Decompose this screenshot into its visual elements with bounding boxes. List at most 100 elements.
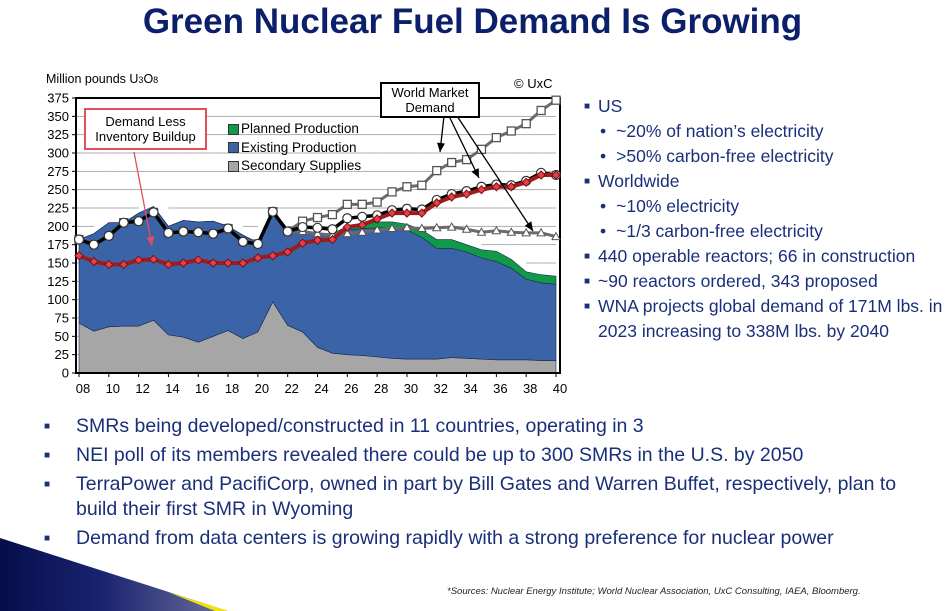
marker-diamond: [89, 256, 99, 267]
marker-circle: [297, 221, 308, 233]
marker-triangle: [431, 222, 442, 232]
marker-triangle: [342, 228, 353, 238]
marker-diamond: [342, 222, 353, 232]
bullet-icon: ■: [584, 276, 591, 287]
x-tick-label: 18: [225, 381, 239, 396]
bullet-text: ~1/3 carbon-free electricity: [616, 221, 823, 241]
marker-circle: [252, 238, 263, 250]
area-planned-production: [78, 206, 557, 285]
bullet-icon: •: [600, 221, 607, 241]
bullet-item: • ~20% of nation’s electricity: [584, 119, 944, 144]
marker-diamond: [536, 170, 546, 180]
bullet-icon: ■: [44, 479, 51, 490]
x-tick-label: 40: [553, 381, 567, 396]
marker-diamond: [208, 258, 218, 268]
marker-diamond: [119, 259, 129, 270]
marker-diamond: [357, 220, 367, 230]
bullet-item: ■ ~90 reactors ordered, 343 proposed: [584, 269, 944, 294]
y-tick-label: 125: [47, 274, 69, 289]
y-tick-label: 275: [47, 164, 69, 179]
x-tick-label: 32: [434, 381, 448, 396]
marker-square: [357, 199, 367, 209]
bullet-text: ~10% electricity: [616, 196, 740, 216]
marker-square: [521, 119, 531, 129]
annotation-text: Demand Less: [105, 114, 186, 129]
slide-title: Green Nuclear Fuel Demand Is Growing: [142, 2, 803, 41]
marker-triangle: [521, 227, 532, 237]
legend-item-existing: Existing Production: [228, 139, 361, 158]
marker-diamond: [387, 208, 397, 218]
x-tick-label: 34: [463, 381, 477, 396]
marker-triangle: [551, 231, 561, 241]
marker-circle: [163, 227, 174, 239]
y-axis-label: Million pounds U3O8: [46, 72, 159, 86]
bullet-text: ~20% of nation’s electricity: [616, 121, 824, 141]
marker-circle: [357, 211, 368, 222]
marker-circle: [193, 227, 204, 238]
bullet-icon: •: [600, 146, 607, 166]
marker-diamond: [223, 258, 233, 268]
legend-item-planned: Planned Production: [228, 120, 361, 139]
marker-circle: [282, 226, 293, 237]
bullet-item: • ~1/3 carbon-free electricity: [584, 219, 944, 244]
bullet-text: TerraPower and PacifiCorp, owned in part…: [76, 473, 897, 520]
y-tick-label: 250: [47, 182, 69, 197]
y-tick-label: 200: [47, 219, 69, 234]
marker-square: [312, 212, 323, 223]
marker-diamond: [74, 250, 84, 261]
arrow-demand-low: [456, 115, 534, 232]
bullet-text: Demand from data centers is growing rapi…: [76, 527, 834, 549]
marker-square: [387, 187, 397, 197]
annotation-inventory-buildup: Demand Less Inventory Buildup: [84, 108, 207, 150]
marker-diamond: [402, 208, 412, 218]
marker-diamond: [446, 192, 457, 202]
x-tick-label: 20: [255, 381, 269, 396]
marker-circle: [88, 239, 100, 250]
legend-label: Planned Production: [241, 121, 359, 136]
marker-circle: [222, 223, 234, 234]
bullet-text: ~90 reactors ordered, 343 proposed: [598, 271, 878, 291]
annotation-text: Inventory Buildup: [95, 129, 196, 144]
sources-footnote: *Sources: Nuclear Energy Institute; Worl…: [447, 586, 861, 597]
marker-triangle: [491, 225, 502, 235]
marker-circle: [312, 222, 323, 233]
marker-square: [432, 165, 442, 176]
arrow-inventory-head: [146, 236, 155, 246]
bullet-item: ■ US: [584, 94, 944, 119]
marker-circle: [73, 234, 85, 245]
y-tick-label: 25: [55, 347, 69, 362]
marker-square: [447, 157, 457, 168]
marker-square: [491, 132, 502, 143]
marker-circle: [148, 207, 159, 218]
marker-diamond: [461, 189, 472, 199]
legend-label: Secondary Supplies: [241, 158, 362, 173]
marker-diamond: [521, 177, 531, 188]
bullet-item: ■ 440 operable reactors; 66 in constructi…: [584, 244, 944, 269]
marker-diamond: [417, 208, 427, 218]
marker-circle: [327, 224, 338, 235]
marker-diamond: [551, 170, 561, 180]
marker-diamond: [163, 259, 174, 270]
y-tick-label: 100: [47, 292, 69, 307]
x-tick-label: 16: [195, 381, 209, 396]
y-tick-label: 375: [47, 91, 69, 106]
y-tick-label: 175: [47, 237, 69, 252]
marker-circle: [103, 230, 114, 241]
marker-diamond: [476, 184, 487, 195]
marker-diamond: [148, 254, 159, 265]
marker-diamond: [268, 250, 278, 261]
bullet-icon: ■: [44, 450, 51, 461]
y-tick-label: 350: [47, 109, 69, 124]
bullet-item: ■ WNA projects global demand of 171M lbs.…: [584, 294, 944, 344]
bullet-text: >50% carbon-free electricity: [616, 146, 834, 166]
arrow-demand-high-head: [437, 142, 445, 152]
marker-triangle: [372, 224, 382, 234]
bullet-icon: •: [600, 121, 607, 141]
x-tick-label: 24: [314, 381, 328, 396]
marker-square: [417, 180, 427, 190]
bullet-text: US: [598, 96, 623, 116]
copyright-label: © UxC: [514, 76, 553, 91]
bullet-icon: ■: [584, 176, 591, 187]
marker-diamond: [193, 255, 203, 265]
bullet-icon: ■: [584, 251, 591, 262]
